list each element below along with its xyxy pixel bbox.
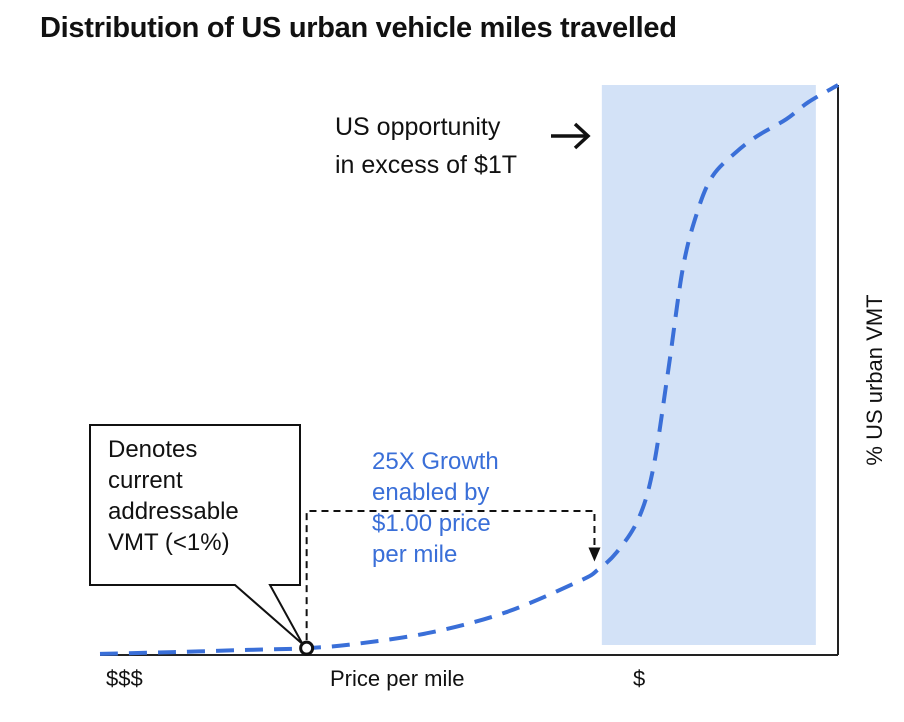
x-tick-label-cheap: $ xyxy=(633,666,646,691)
growth-annotation: 25X Growth enabled by $1.00 price per mi… xyxy=(372,446,499,570)
growth-arrow-head xyxy=(588,547,601,562)
current-addressable-point-marker xyxy=(299,640,315,656)
opportunity-line-2: in excess of $1T xyxy=(335,151,518,179)
growth-bracket xyxy=(305,510,596,641)
right-arrow-icon xyxy=(551,122,591,150)
callout-line-2: current xyxy=(108,467,183,494)
callout-note: Denotes current addressable VMT (<1%) xyxy=(90,425,300,585)
x-axis-label: Price per mile xyxy=(330,666,465,691)
opportunity-line-1: US opportunity xyxy=(335,113,501,141)
opportunity-region xyxy=(601,85,816,645)
callout-line-1: Denotes xyxy=(108,436,198,463)
growth-line-1: 25X Growth xyxy=(372,448,499,475)
chart-title: Distribution of US urban vehicle miles t… xyxy=(40,12,677,44)
callout-line-3: addressable xyxy=(108,498,239,525)
growth-line-4: per mile xyxy=(372,541,458,568)
y-axis-label: % US urban VMT xyxy=(862,294,887,466)
callout-line-4: VMT (<1%) xyxy=(108,529,230,556)
growth-line-2: enabled by xyxy=(372,479,490,506)
callout-box-outline xyxy=(89,424,304,645)
opportunity-annotation: US opportunity in excess of $1T xyxy=(335,108,517,184)
vmt-curve-series xyxy=(99,83,840,656)
x-tick-label-expensive: $$$ xyxy=(106,666,143,691)
growth-line-3: $1.00 price xyxy=(372,510,491,537)
